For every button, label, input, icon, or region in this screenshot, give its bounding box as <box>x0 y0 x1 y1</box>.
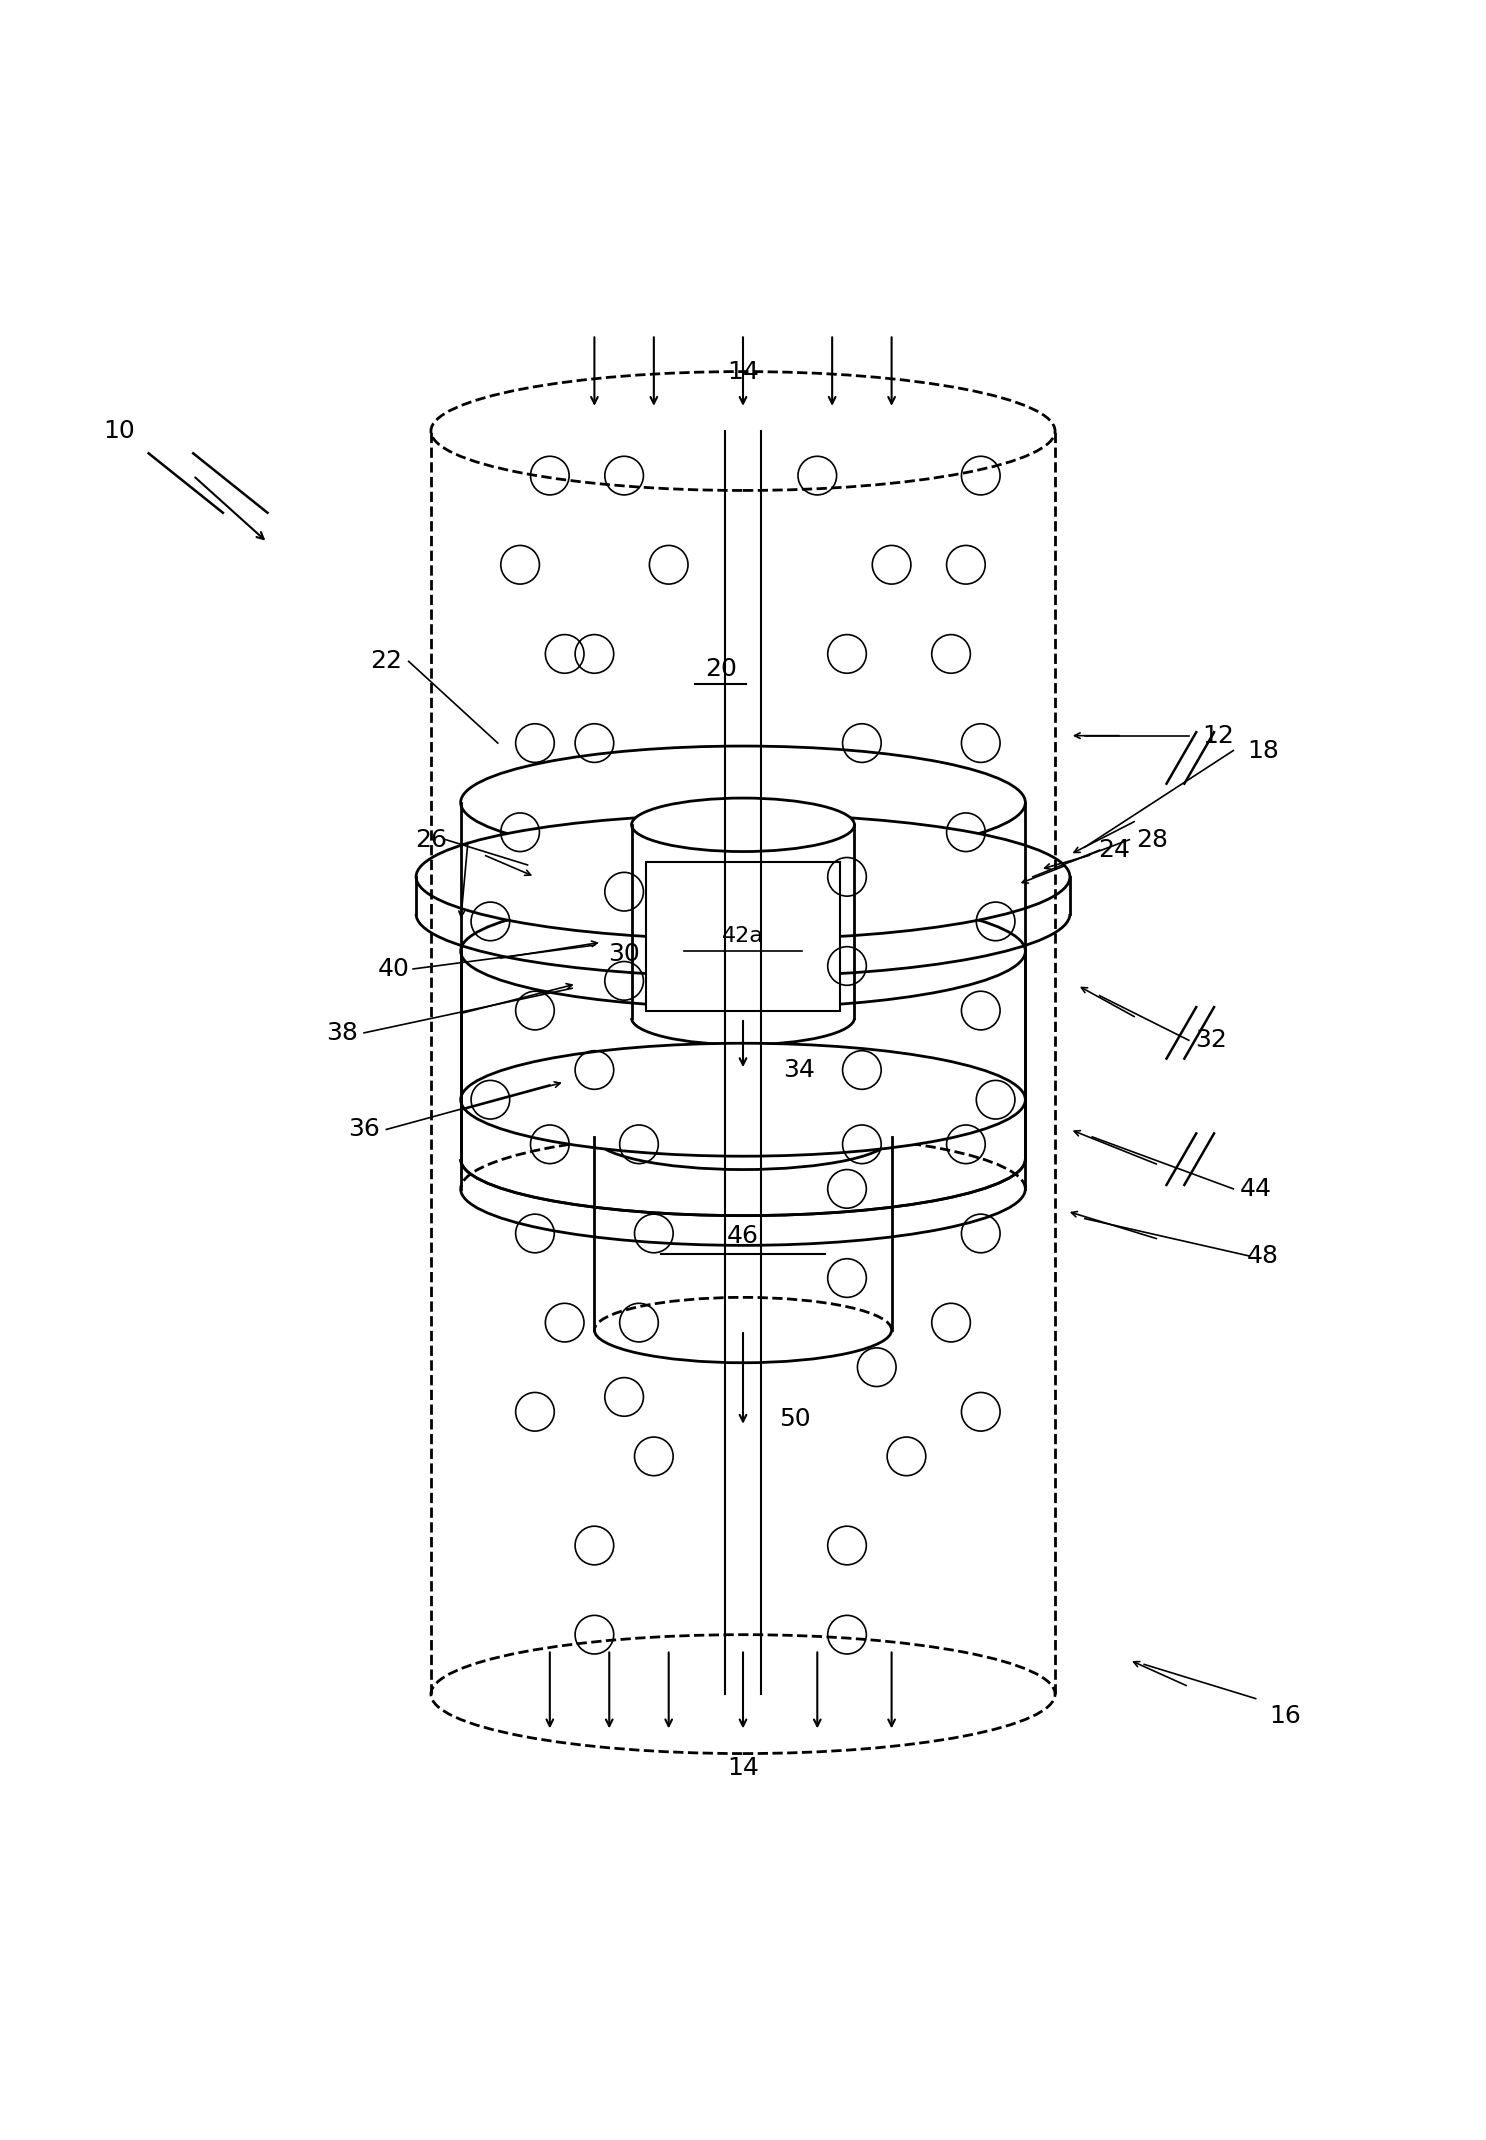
Text: 12: 12 <box>1202 723 1235 747</box>
Text: 40: 40 <box>377 957 410 980</box>
Text: 24: 24 <box>1098 839 1131 862</box>
Text: 32: 32 <box>1195 1029 1227 1053</box>
Text: 42a: 42a <box>722 927 764 946</box>
Text: 14: 14 <box>727 360 759 383</box>
Text: 26: 26 <box>415 828 447 852</box>
Text: 30: 30 <box>608 942 640 965</box>
Ellipse shape <box>632 798 854 852</box>
Text: 18: 18 <box>1247 738 1279 762</box>
Text: 28: 28 <box>1135 828 1168 852</box>
Text: 14: 14 <box>727 1757 759 1780</box>
Ellipse shape <box>461 1044 1025 1156</box>
FancyBboxPatch shape <box>646 862 840 1010</box>
Ellipse shape <box>416 815 1070 939</box>
Text: 50: 50 <box>779 1408 811 1432</box>
Text: 38: 38 <box>325 1021 358 1044</box>
Text: 36: 36 <box>348 1117 380 1141</box>
Text: 48: 48 <box>1247 1243 1279 1267</box>
Ellipse shape <box>461 895 1025 1008</box>
Ellipse shape <box>594 1104 892 1171</box>
Text: 20: 20 <box>704 657 737 681</box>
Text: 22: 22 <box>370 648 403 674</box>
Text: 10: 10 <box>103 419 135 443</box>
Text: 46: 46 <box>727 1224 759 1248</box>
Text: 44: 44 <box>1239 1177 1272 1201</box>
Text: 34: 34 <box>783 1057 816 1083</box>
Ellipse shape <box>461 747 1025 858</box>
Text: 16: 16 <box>1269 1703 1302 1729</box>
